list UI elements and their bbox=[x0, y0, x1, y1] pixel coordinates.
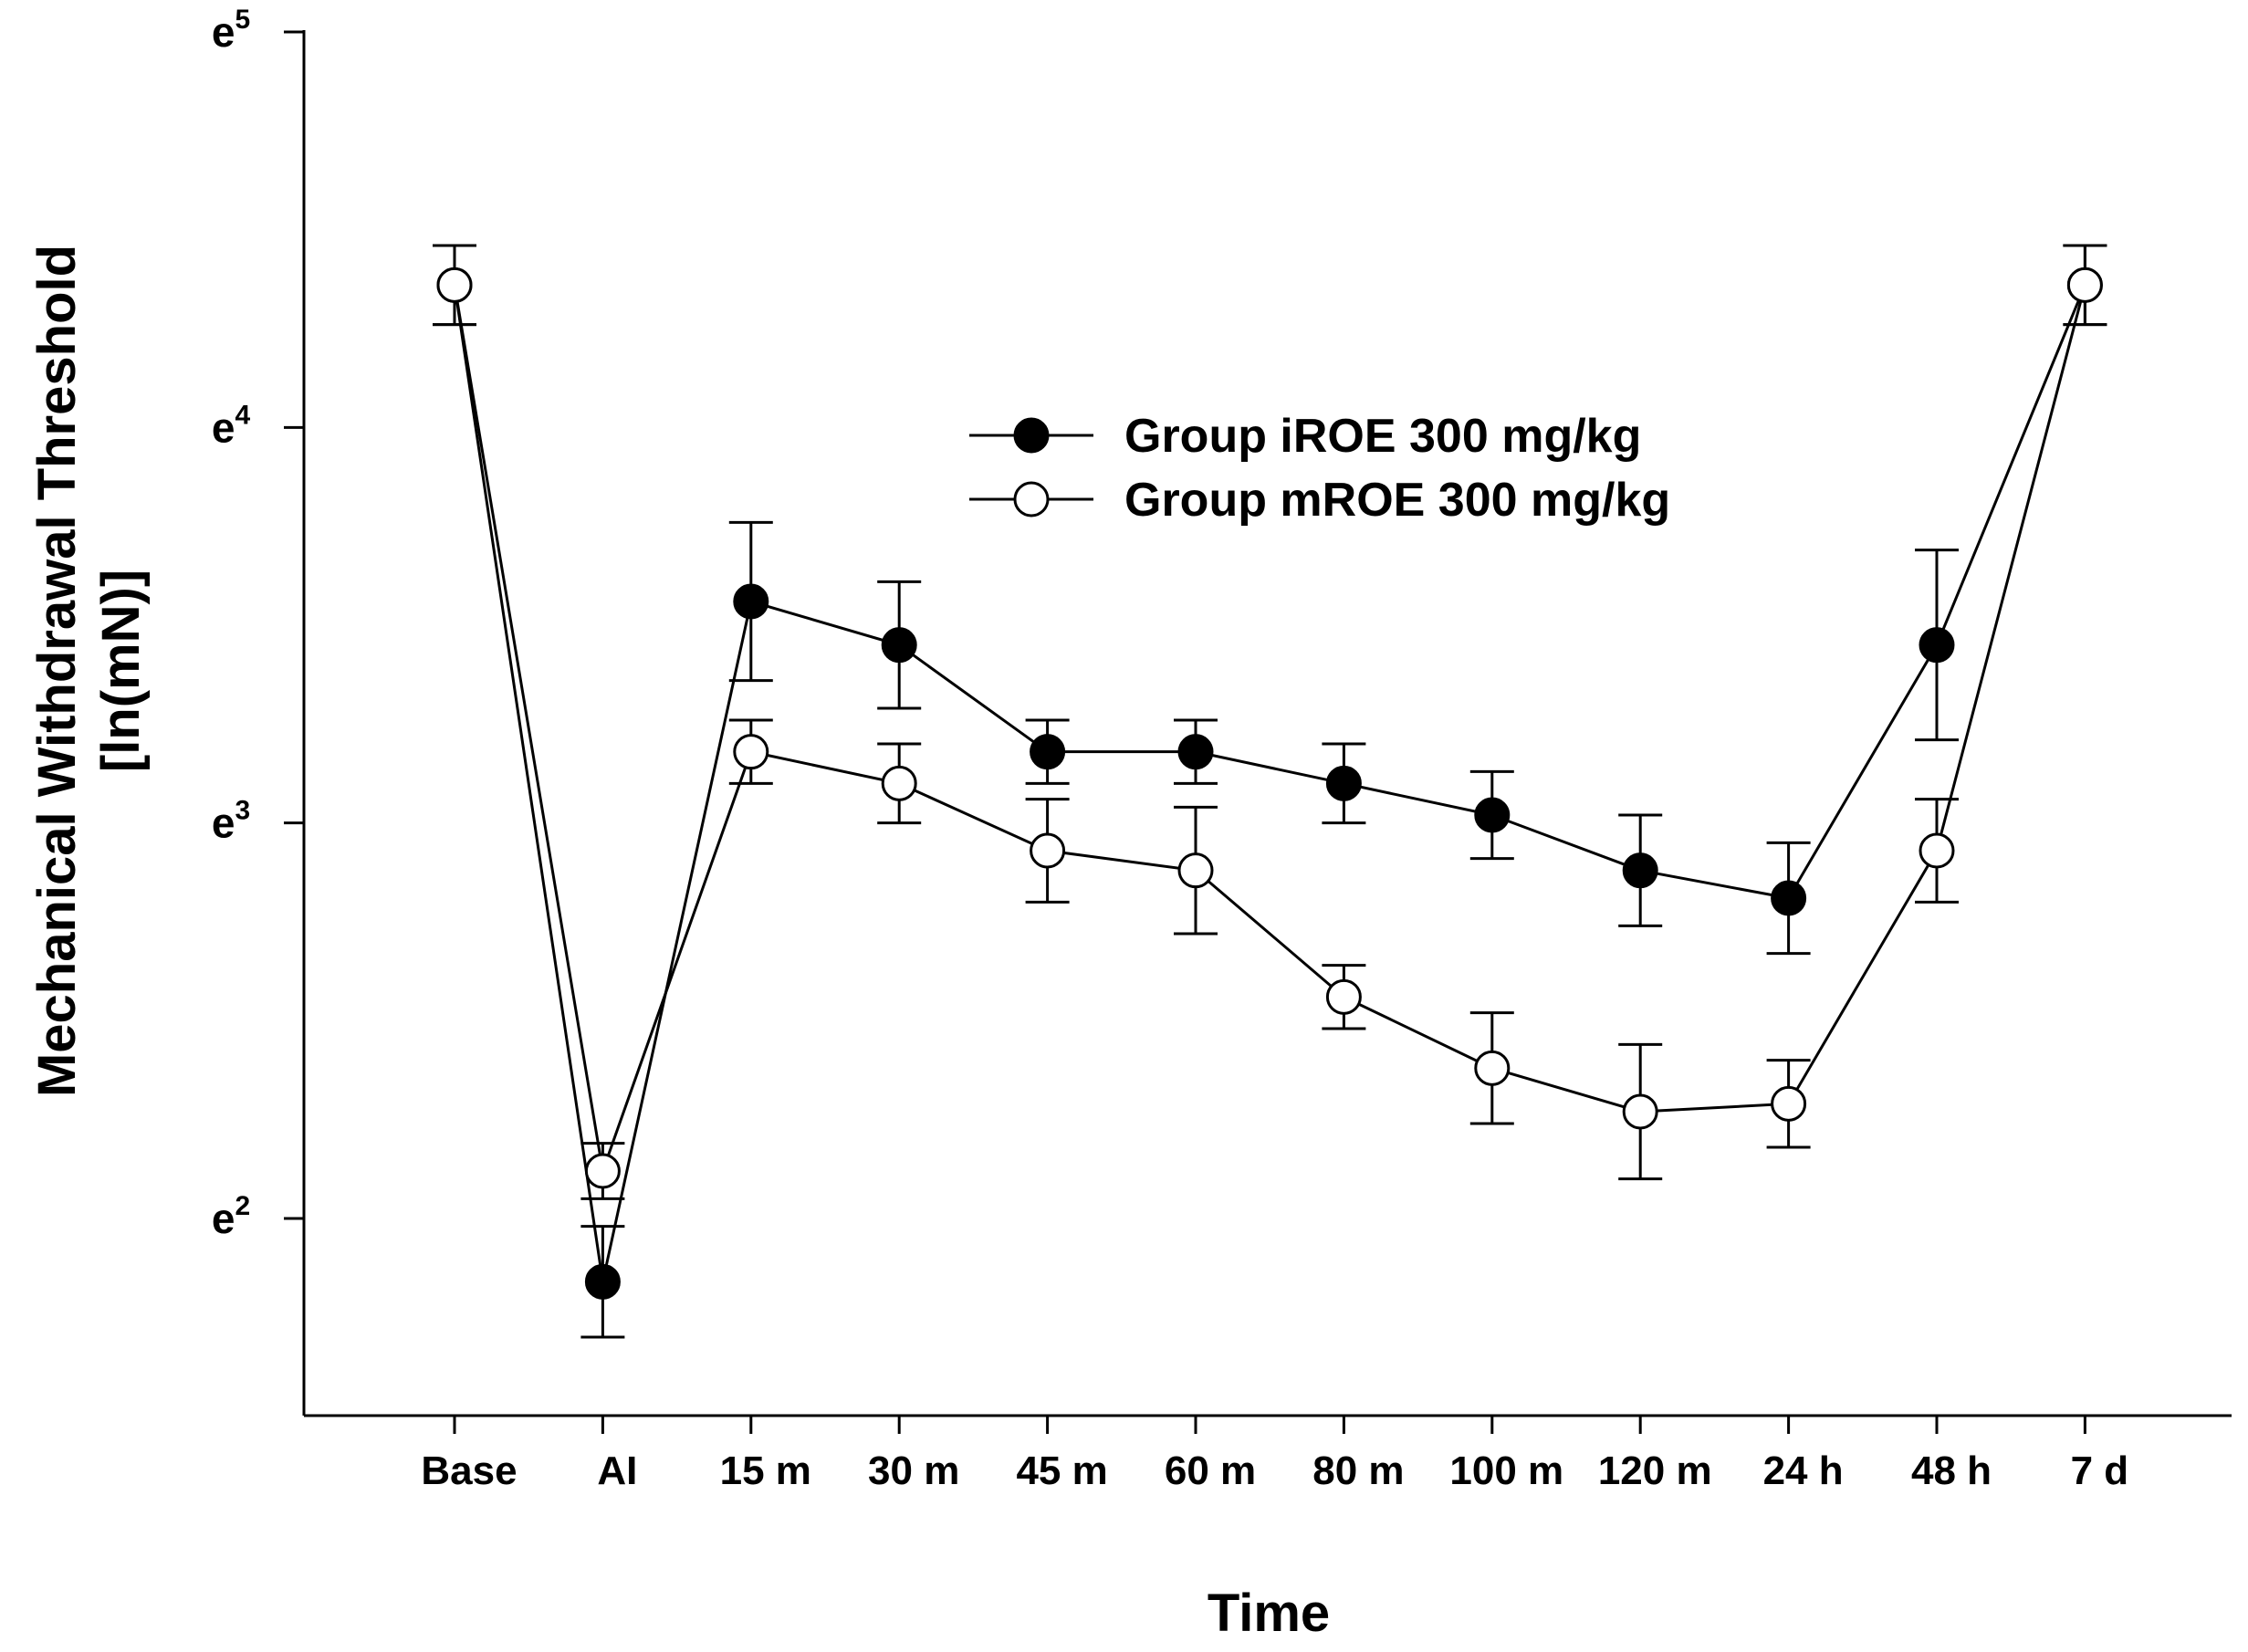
x-tick-label: 80 m bbox=[1312, 1448, 1404, 1493]
y-tick-base: e bbox=[212, 403, 235, 451]
legend-label-iroe: Group iROE 300 mg/kg bbox=[1124, 410, 1641, 463]
x-axis-title: Time bbox=[1208, 1584, 1330, 1643]
data-point bbox=[1177, 734, 1214, 770]
y-axis-title: Mechanical Withdrawal Threshold [ln(mN)] bbox=[27, 245, 151, 1097]
data-point bbox=[733, 734, 769, 770]
data-point bbox=[1919, 832, 1955, 869]
data-point bbox=[584, 1153, 621, 1189]
y-tick-label: e3 bbox=[212, 796, 250, 847]
y-tick-label: e2 bbox=[212, 1191, 250, 1242]
legend-label-mroe: Group mROE 300 mg/kg bbox=[1124, 474, 1670, 527]
series-layer bbox=[433, 244, 2107, 1339]
x-tick-label: Base bbox=[421, 1448, 517, 1493]
data-point bbox=[881, 627, 917, 664]
series-line bbox=[453, 284, 2086, 1176]
data-point bbox=[1919, 627, 1955, 664]
data-point bbox=[2066, 267, 2103, 303]
y-tick-exponent: 4 bbox=[235, 400, 250, 430]
x-tick-label: 24 h bbox=[1763, 1448, 1844, 1493]
y-tick-base: e bbox=[212, 8, 235, 56]
y-tick-base: e bbox=[212, 800, 235, 847]
data-point bbox=[1325, 765, 1362, 801]
data-point bbox=[881, 765, 917, 801]
data-point bbox=[733, 583, 769, 620]
y-tick-exponent: 2 bbox=[235, 1191, 250, 1221]
x-tick-label: 48 h bbox=[1911, 1448, 1992, 1493]
x-tick-label: AI bbox=[597, 1448, 637, 1493]
y-tick-exponent: 5 bbox=[235, 5, 250, 35]
data-point bbox=[1622, 1093, 1658, 1130]
legend-marker-iroe bbox=[1013, 417, 1050, 454]
data-point bbox=[1474, 1050, 1511, 1086]
data-point bbox=[1771, 880, 1807, 916]
x-ticks: Base AI 15 m 30 m 45 m 60 m 80 m 100 m 120 m 24 h… bbox=[421, 1416, 2128, 1493]
x-tick-label: 120 m bbox=[1598, 1448, 1712, 1493]
legend: Group iROE 300 mg/kg Group mROE 300 mg/k… bbox=[969, 410, 1670, 527]
data-point bbox=[436, 267, 473, 303]
x-tick-label: 7 d bbox=[2071, 1448, 2129, 1493]
x-tick-label: 45 m bbox=[1016, 1448, 1107, 1493]
data-point bbox=[1474, 797, 1511, 833]
x-tick-label: 30 m bbox=[868, 1448, 959, 1493]
y-axis-title-line2: [ln(mN)] bbox=[91, 570, 151, 772]
data-point bbox=[1177, 852, 1214, 889]
x-tick-label: 60 m bbox=[1165, 1448, 1256, 1493]
y-tick-label: e5 bbox=[212, 5, 250, 56]
data-point bbox=[1325, 978, 1362, 1015]
series-mroe bbox=[433, 244, 2107, 1200]
y-tick-exponent: 3 bbox=[235, 796, 250, 826]
series-line bbox=[453, 284, 2086, 1282]
data-point bbox=[1030, 734, 1066, 770]
y-axis-title-line1: Mechanical Withdrawal Threshold bbox=[27, 245, 87, 1097]
data-point bbox=[1622, 852, 1658, 889]
legend-marker-mroe bbox=[1013, 481, 1050, 518]
data-point bbox=[1771, 1085, 1807, 1122]
data-point bbox=[1030, 832, 1066, 869]
x-tick-label: 15 m bbox=[720, 1448, 811, 1493]
series-iroe bbox=[433, 244, 2107, 1339]
data-point bbox=[584, 1263, 621, 1300]
x-tick-label: 100 m bbox=[1449, 1448, 1563, 1493]
y-tick-label: e4 bbox=[212, 400, 251, 451]
y-tick-base: e bbox=[212, 1195, 235, 1242]
axes bbox=[302, 30, 2232, 1417]
